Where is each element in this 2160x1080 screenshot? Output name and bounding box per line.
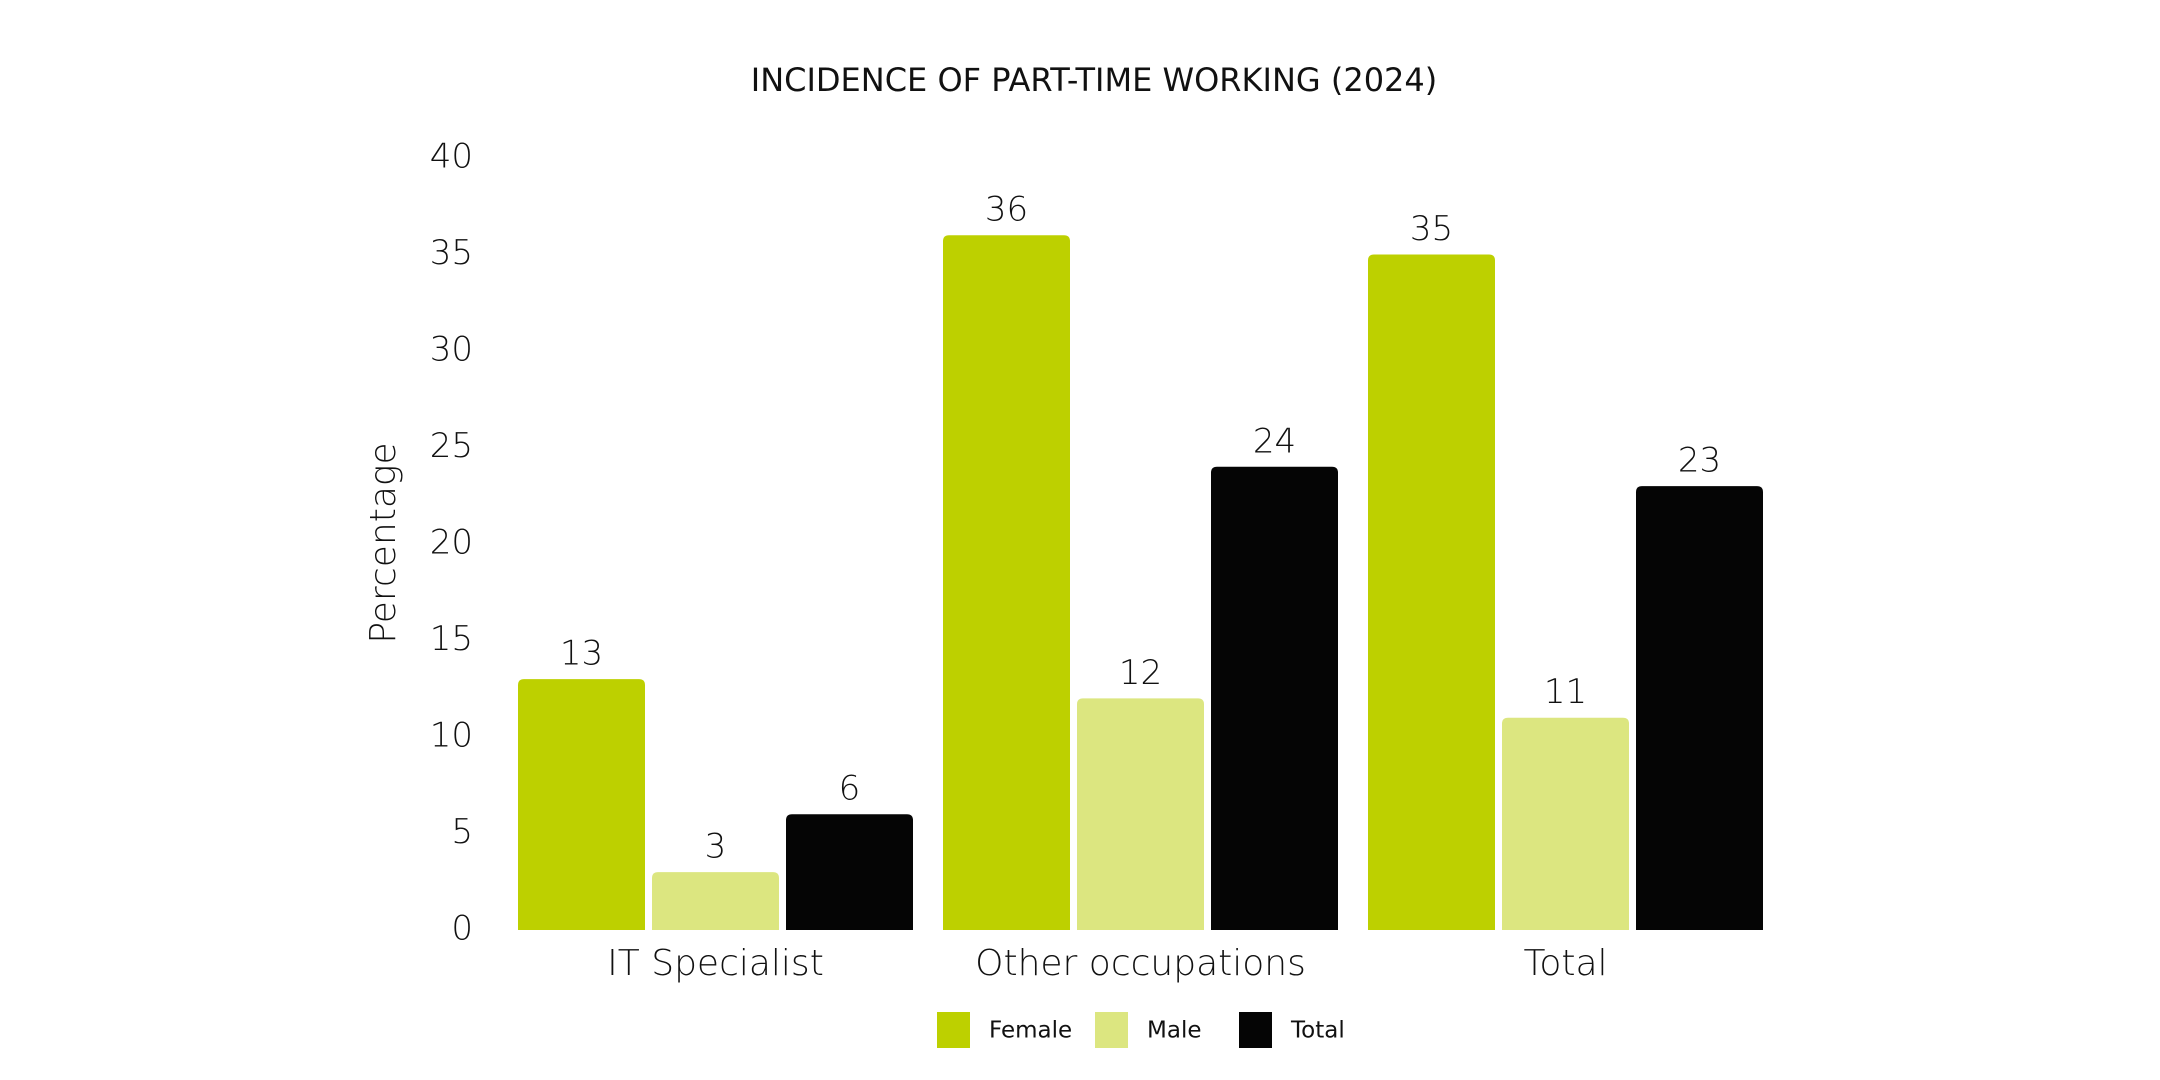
bar (652, 872, 779, 930)
y-tick-label: 0 (451, 909, 473, 949)
value-label: 13 (560, 634, 603, 674)
value-label: 6 (839, 769, 861, 809)
value-label: 3 (705, 827, 727, 867)
y-tick-label: 40 (430, 137, 473, 177)
value-label: 23 (1678, 441, 1721, 481)
y-tick-label: 30 (430, 330, 473, 370)
y-tick-label: 20 (430, 523, 473, 563)
y-axis-label: Percentage (363, 442, 404, 643)
chart-title: INCIDENCE OF PART-TIME WORKING (2024) (751, 61, 1438, 99)
x-tick-label: IT Specialist (607, 943, 824, 984)
bar (1077, 698, 1204, 930)
value-label: 11 (1544, 672, 1587, 712)
legend-swatch (937, 1012, 970, 1048)
legend-label: Total (1290, 1018, 1345, 1044)
value-label: 36 (985, 190, 1028, 230)
y-tick-label: 15 (430, 619, 473, 659)
legend-swatch (1239, 1012, 1272, 1048)
bar (1211, 466, 1338, 930)
y-tick-label: 10 (430, 716, 473, 756)
legend-swatch (1095, 1012, 1128, 1048)
y-tick-label: 25 (430, 426, 473, 466)
legend-label: Female (989, 1018, 1072, 1044)
value-label: 12 (1119, 653, 1162, 693)
value-label: 24 (1253, 421, 1296, 461)
bar (786, 814, 913, 930)
bar (1502, 717, 1629, 930)
bar (518, 679, 645, 930)
bar (943, 235, 1070, 930)
y-tick-label: 5 (451, 812, 473, 852)
bar (1636, 486, 1763, 930)
legend-label: Male (1147, 1018, 1201, 1044)
value-label: 35 (1410, 209, 1453, 249)
bar (1368, 254, 1495, 930)
x-tick-label: Other occupations (975, 943, 1306, 984)
x-tick-label: Total (1523, 943, 1607, 984)
y-tick-label: 35 (430, 233, 473, 273)
